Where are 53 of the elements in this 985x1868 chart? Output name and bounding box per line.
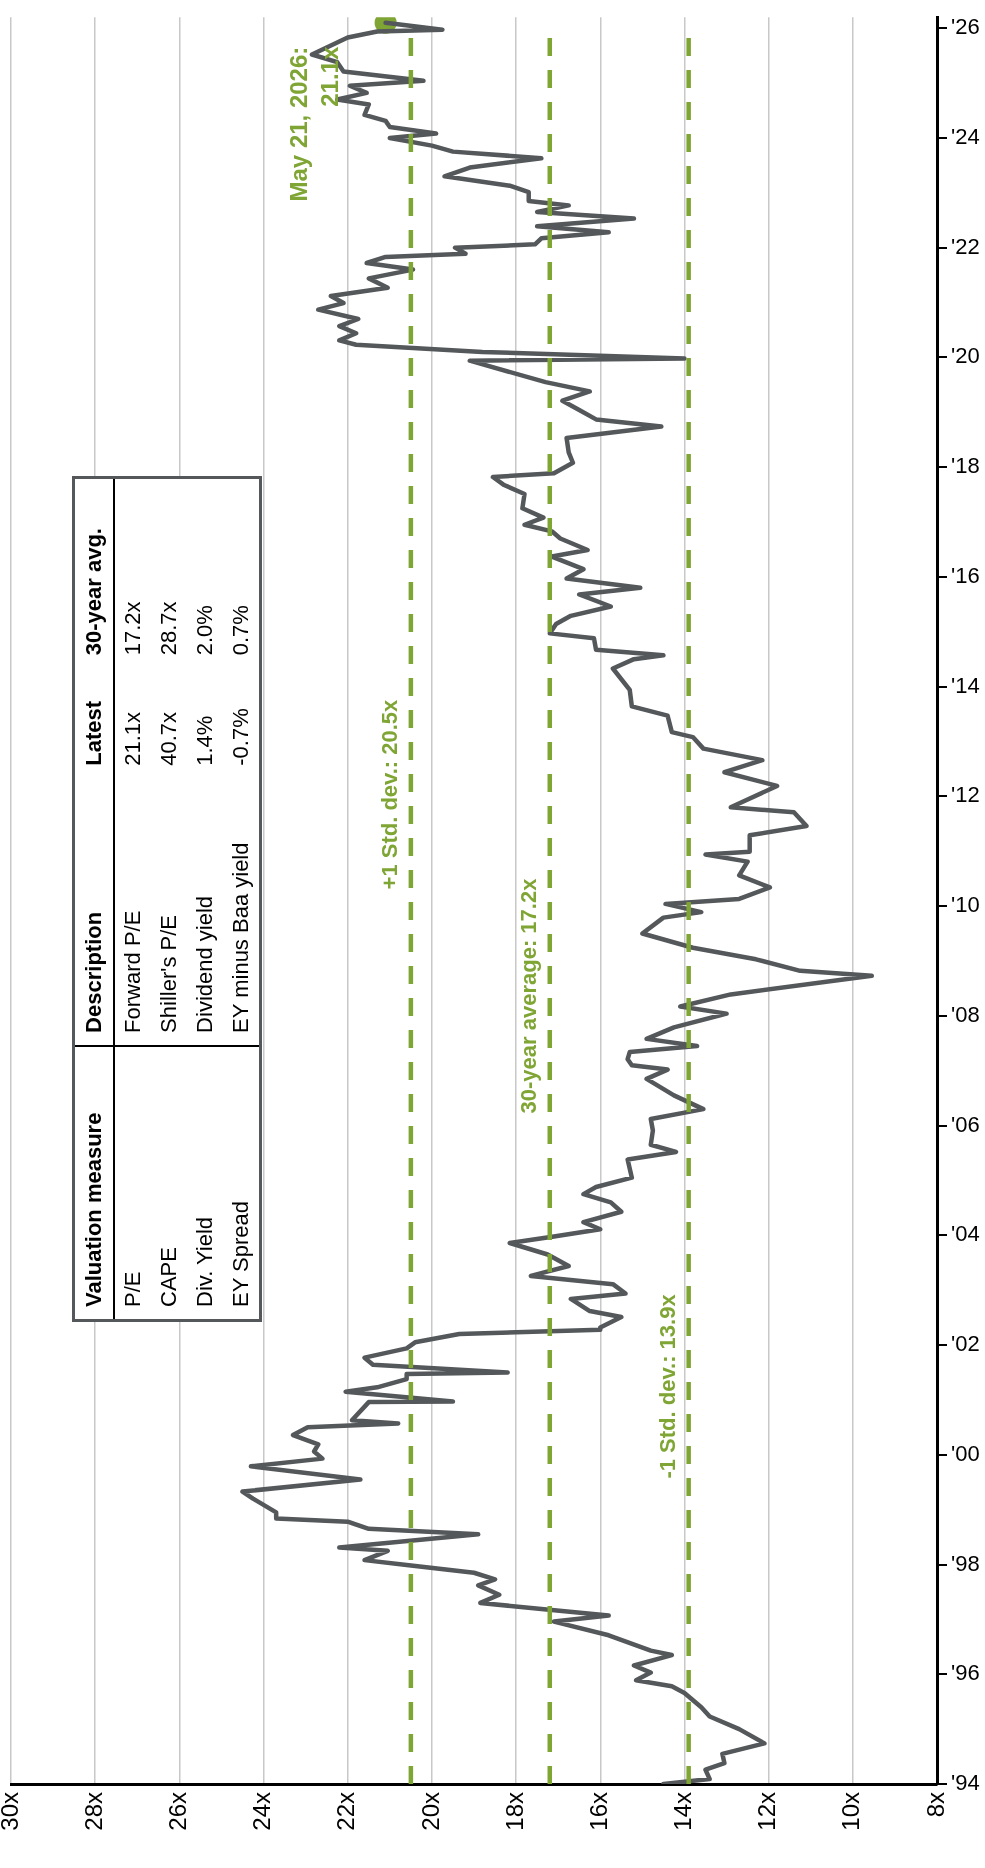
text: 2.0% xyxy=(192,605,217,656)
y-tick-label: '20 xyxy=(951,343,980,369)
x-tick-label: 14x xyxy=(669,1792,697,1831)
y-tick-label: '10 xyxy=(951,892,980,918)
category-label: 30-year avg. xyxy=(75,479,114,668)
x-tick-label: 10x xyxy=(837,1792,865,1831)
x-tick-label: 24x xyxy=(248,1792,276,1831)
y-tick-label: '14 xyxy=(951,672,980,698)
category-label: Latest xyxy=(75,667,114,778)
text: Div. Yield xyxy=(192,1216,217,1307)
y-tick-label: '96 xyxy=(951,1660,980,1686)
text: -0.7% xyxy=(228,708,253,766)
x-tick-label: 8x xyxy=(921,1792,949,1818)
x-tick-label: 16x xyxy=(584,1792,612,1831)
y-tick-label: '08 xyxy=(951,1001,980,1027)
x-tick-label: 12x xyxy=(753,1792,781,1831)
text: Dividend yield xyxy=(192,895,217,1033)
y-tick-label: '94 xyxy=(951,1770,980,1796)
category-label: Description xyxy=(75,777,114,1046)
y-tick-label: '06 xyxy=(951,1111,980,1137)
text: EY Spread xyxy=(228,1200,253,1307)
ref-line-label: 30-year average: 17.2x xyxy=(515,877,541,1114)
y-tick-label: '00 xyxy=(951,1440,980,1466)
y-tick-label: '24 xyxy=(951,123,980,149)
y-tick-label: '12 xyxy=(951,782,980,808)
text: 0.7% xyxy=(228,605,253,656)
x-tick-label: 30x xyxy=(0,1792,23,1831)
text: 28.7x xyxy=(156,601,181,656)
ref-line-label: +1 Std. dev.: 20.5x xyxy=(376,698,402,890)
y-tick-label: '04 xyxy=(951,1221,980,1247)
y-tick-label: '18 xyxy=(951,453,980,479)
text: 21.1x xyxy=(120,711,145,766)
annotation: May 21, 2026: 21.1x xyxy=(284,46,343,202)
text: Forward P/E xyxy=(120,910,145,1033)
x-tick-label: 28x xyxy=(79,1792,107,1831)
text: P/E xyxy=(120,1271,145,1307)
x-tick-label: 26x xyxy=(163,1792,191,1831)
category-label: Valuation measure xyxy=(75,1045,114,1319)
text: Shiller's P/E xyxy=(156,914,181,1033)
x-tick-label: 18x xyxy=(500,1792,528,1831)
ref-line-label: -1 Std. dev.: 13.9x xyxy=(654,1293,680,1479)
y-tick-label: '16 xyxy=(951,562,980,588)
text: 1.4% xyxy=(192,715,217,766)
text: 17.2x xyxy=(120,601,145,656)
text: CAPE xyxy=(156,1247,181,1307)
y-tick-label: '98 xyxy=(951,1550,980,1576)
x-tick-label: 20x xyxy=(416,1792,444,1831)
y-tick-label: '22 xyxy=(951,233,980,259)
y-tick-label: '26 xyxy=(951,14,980,40)
y-tick-label: '02 xyxy=(951,1331,980,1357)
text: 40.7x xyxy=(156,711,181,766)
text: EY minus Baa yield xyxy=(228,842,253,1033)
x-tick-label: 22x xyxy=(332,1792,360,1831)
